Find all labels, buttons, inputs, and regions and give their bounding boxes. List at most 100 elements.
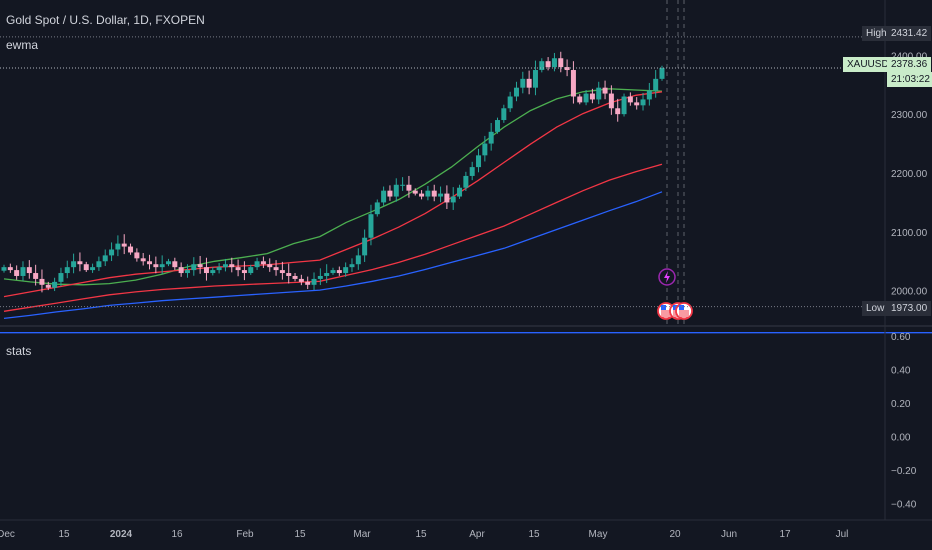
candle [71, 253, 77, 274]
candle [159, 255, 165, 275]
candle [222, 258, 228, 272]
candle [58, 267, 64, 287]
candle [39, 269, 45, 293]
price-tick-label: 2000.00 [891, 287, 928, 298]
candle [311, 272, 317, 290]
candle [488, 122, 494, 151]
candle [659, 65, 665, 81]
stats-axis[interactable]: 0.60 0.40 0.20 0.00 −0.20 −0.40 [891, 332, 917, 510]
candle [482, 135, 488, 162]
time-tick-label: 20 [669, 529, 681, 540]
time-tick-label: 15 [58, 529, 70, 540]
candle [64, 260, 70, 279]
time-tick-label: Dec [0, 529, 15, 540]
time-tick-label: Apr [469, 529, 485, 540]
candle [558, 51, 564, 73]
candle [545, 57, 551, 71]
candle [640, 92, 646, 111]
time-tick-label: 2024 [110, 529, 133, 540]
reference-lines [0, 36, 885, 308]
candle [305, 276, 311, 290]
candle [634, 97, 640, 110]
candle [134, 248, 140, 262]
candle [128, 243, 134, 255]
candle [368, 204, 374, 246]
candle [20, 261, 26, 281]
candle [457, 184, 463, 199]
candle [216, 263, 222, 274]
candle [286, 263, 292, 284]
time-tick-label: Feb [236, 529, 254, 540]
time-tick-label: 16 [171, 529, 183, 540]
candle [583, 90, 589, 106]
candle [501, 104, 507, 123]
lightning-icon[interactable] [658, 268, 676, 286]
candle [197, 255, 203, 274]
candle [166, 258, 171, 267]
candle [419, 190, 425, 200]
candle [298, 274, 304, 286]
candle [115, 235, 121, 257]
candle [77, 252, 83, 272]
price-axis[interactable]: 2000.00 2100.00 2200.00 2300.00 2400.00 [884, 0, 928, 520]
candle [254, 257, 260, 270]
candle [52, 277, 58, 292]
stats-tick-label: 0.40 [891, 365, 911, 376]
candle [539, 58, 545, 73]
candle [90, 263, 96, 273]
ma-line-4 [3, 191, 663, 320]
candle [260, 256, 266, 268]
candle [273, 260, 279, 276]
price-tick-label: 2300.00 [891, 110, 928, 121]
low-value: 1973.00 [887, 301, 932, 316]
candle [45, 281, 51, 291]
candle [241, 261, 247, 281]
stats-tick-label: −0.40 [891, 499, 917, 510]
ewma-indicator-label[interactable]: ewma [6, 38, 39, 52]
candle [513, 81, 519, 102]
price-tick-label: 2400.00 [891, 51, 928, 62]
us-flag-icon[interactable] [675, 302, 693, 320]
candle [336, 266, 342, 276]
candle [121, 234, 127, 255]
candle [621, 93, 627, 117]
last-price-value: 2378.36 [887, 57, 932, 72]
ma-line-2 [3, 91, 663, 298]
candle [393, 178, 399, 202]
candle [229, 257, 235, 273]
candle [450, 187, 456, 210]
stats-indicator-label[interactable]: stats [6, 344, 32, 358]
candle [279, 261, 285, 280]
candle [147, 254, 153, 270]
candle [520, 71, 526, 94]
time-tick-label: Mar [353, 529, 371, 540]
ma-line-3 [3, 163, 663, 312]
candle [431, 184, 437, 202]
candle [444, 185, 450, 210]
time-tick-label: May [589, 529, 608, 540]
candle [577, 94, 583, 105]
candle [349, 258, 355, 272]
candle [381, 186, 387, 206]
candle [235, 259, 241, 277]
candle [109, 242, 115, 262]
time-tick-label: 15 [528, 529, 540, 540]
high-value: 2431.42 [887, 26, 932, 41]
candle [495, 117, 500, 134]
candle [374, 199, 380, 217]
candle [14, 265, 20, 280]
candle [463, 171, 469, 192]
candle [589, 88, 595, 104]
candle [362, 229, 368, 262]
candle [608, 85, 614, 115]
time-tick-label: Jul [836, 529, 849, 540]
time-axis[interactable]: Dec 15 2024 16 Feb 15 Mar 15 Apr 15 May 20 Jun 17 Jul [0, 519, 932, 540]
candle [425, 185, 431, 201]
candlesticks [1, 51, 665, 293]
stats-tick-label: 0.60 [891, 332, 911, 343]
candle [615, 98, 621, 122]
candle [438, 186, 444, 203]
time-tick-label: 15 [415, 529, 427, 540]
